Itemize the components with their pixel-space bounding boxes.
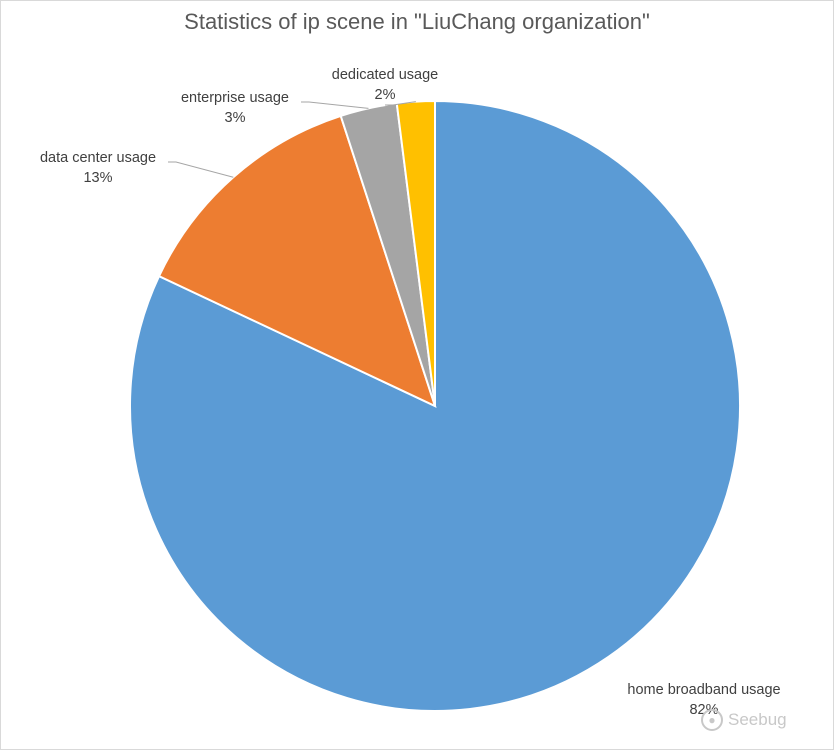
- category-label-enterprise-usage: enterprise usage: [181, 90, 289, 106]
- category-label-dedicated-usage: dedicated usage: [332, 67, 438, 83]
- percent-label-enterprise-usage: 3%: [225, 110, 246, 126]
- seebug-logo-icon: ●: [701, 709, 723, 731]
- category-label-data-center-usage: data center usage: [40, 150, 156, 166]
- pie-slice-data-center-usage: [157, 114, 437, 408]
- chart-title: Statistics of ip scene in "LiuChang orga…: [184, 9, 650, 34]
- seebug-watermark: ● Seebug: [701, 709, 787, 731]
- percent-label-dedicated-usage: 2%: [375, 87, 396, 103]
- leader-line-enterprise-usage: [301, 101, 369, 109]
- leader-line-data-center-usage: [168, 161, 234, 178]
- leader-line-dedicated-usage: [385, 101, 416, 106]
- watermark-text: Seebug: [728, 710, 787, 729]
- category-label-home-broadband-usage: home broadband usage: [627, 682, 780, 698]
- percent-label-data-center-usage: 13%: [83, 170, 112, 186]
